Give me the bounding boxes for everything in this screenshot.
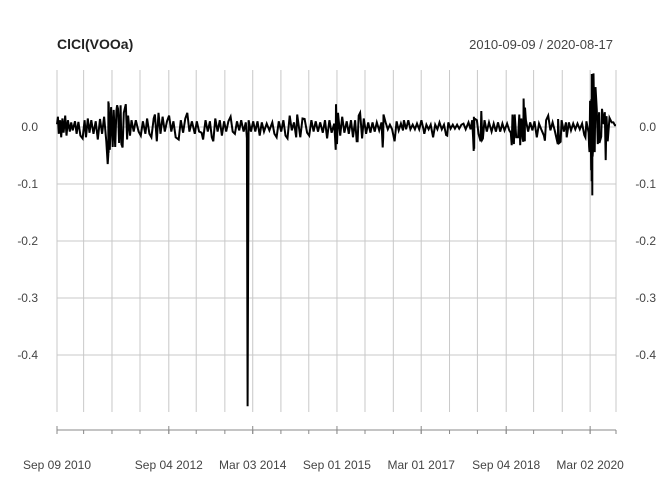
series-layer	[56, 73, 616, 407]
y-tick-label-right: 0.0	[639, 120, 656, 134]
x-tick-label: Sep 01 2015	[303, 458, 371, 472]
y-tick-label-left: -0.2	[17, 234, 38, 248]
y-tick-label-right: -0.4	[635, 348, 656, 362]
y-tick-label-left: -0.3	[17, 291, 38, 305]
x-tick-label: Mar 01 2017	[388, 458, 456, 472]
x-tick-label: Mar 03 2014	[219, 458, 287, 472]
x-tick-label: Sep 04 2018	[472, 458, 540, 472]
axis-layer	[56, 426, 617, 434]
x-tick-label: Sep 09 2010	[23, 458, 91, 472]
label-layer: ClCl(VOOa) 2010-09-09 / 2020-08-17 0.0 0.…	[17, 36, 656, 472]
y-tick-label-left: -0.1	[17, 177, 38, 191]
date-range-label: 2010-09-09 / 2020-08-17	[469, 37, 613, 52]
y-tick-label-right: -0.2	[635, 234, 656, 248]
x-tick-label: Sep 04 2012	[135, 458, 203, 472]
x-tick-label: Mar 02 2020	[556, 458, 624, 472]
y-tick-label-left: -0.4	[17, 348, 38, 362]
y-tick-label-right: -0.1	[635, 177, 656, 191]
y-tick-label-left: 0.0	[21, 120, 38, 134]
y-tick-label-right: -0.3	[635, 291, 656, 305]
series-line	[56, 73, 616, 407]
chart-title: ClCl(VOOa)	[57, 36, 133, 52]
